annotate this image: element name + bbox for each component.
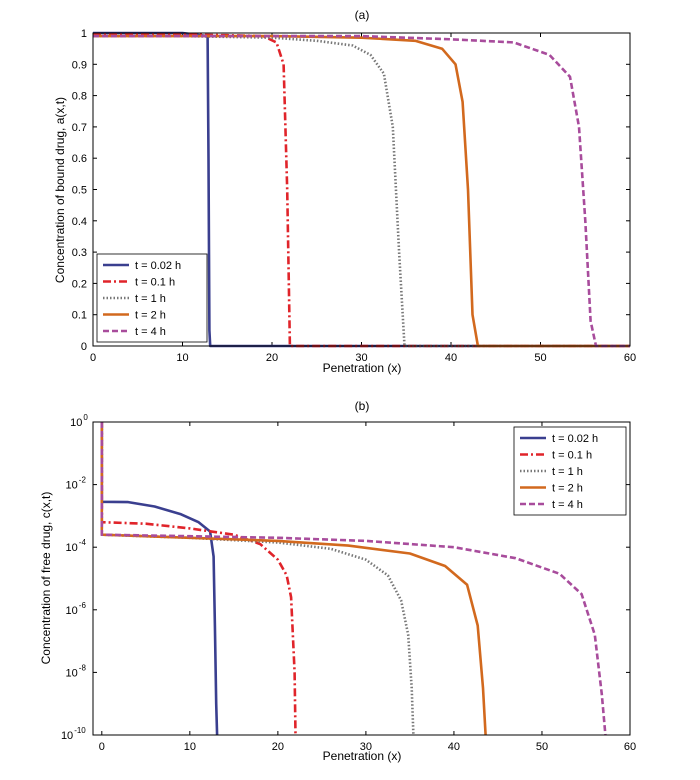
x-tick-label: 40 [448, 741, 460, 753]
legend-entry-5: t = 4 h [135, 326, 166, 338]
y-tick-base: 10 [66, 667, 78, 679]
y-tick-label: 0.4 [72, 216, 87, 228]
y-tick-label: 10-8 [66, 663, 87, 679]
legend-entry-5: t = 4 h [552, 499, 583, 511]
panel-a-axes-box [92, 32, 631, 347]
y-tick-label: 0.7 [72, 122, 87, 134]
y-tick-exponent: 0 [83, 413, 88, 422]
panel-b-axes-box [92, 421, 631, 736]
panel-a-ticks: 0 10 20 30 40 50 60 0 0.1 0.2 0.3 0.4 0.5 0.6 0.7 0.8 0.… [72, 28, 636, 364]
panel-a-xlabel: Penetration (x) [323, 361, 402, 375]
panel-b-ylabel: Concentration of free drug, c(x,t) [39, 492, 53, 665]
legend-entry-4: t = 2 h [552, 483, 583, 495]
x-tick-label: 60 [624, 352, 636, 364]
y-tick-label: 10-6 [66, 601, 87, 617]
legend-box [513, 426, 627, 516]
y-tick-label: 10-2 [66, 476, 87, 492]
legend-box [96, 253, 208, 343]
y-tick-base: 10 [70, 417, 82, 429]
panel-a-ylabel: Concentration of bound drug, a(x,t) [53, 97, 67, 283]
panel-a-legend: t = 0.02 h t = 0.1 h t = 1 h t = 2 h t = 4 h [96, 253, 208, 343]
series-line-2 [93, 33, 630, 348]
x-tick-label: 10 [176, 352, 188, 364]
y-tick-label: 0.2 [72, 278, 87, 290]
legend-entry-1: t = 0.02 h [135, 260, 181, 272]
series-line-1 [100, 422, 219, 736]
x-tick-label: 20 [266, 352, 278, 364]
y-tick-label: 0.6 [72, 153, 87, 165]
y-tick-exponent: -10 [74, 726, 86, 735]
legend-entry-2: t = 0.1 h [552, 450, 592, 462]
panel-a-label: (a) [355, 8, 370, 22]
y-tick-label: 0.5 [72, 185, 87, 197]
panel-b-xlabel: Penetration (x) [323, 749, 402, 763]
x-tick-label: 0 [99, 741, 105, 753]
y-tick-label: 10-10 [61, 726, 86, 742]
y-tick-base: 10 [66, 480, 78, 492]
x-tick-label: 20 [272, 741, 284, 753]
x-tick-label: 0 [90, 352, 96, 364]
legend-entry-4: t = 2 h [135, 310, 166, 322]
panel-b-series [100, 422, 607, 736]
x-tick-label: 60 [624, 741, 636, 753]
x-tick-label: 50 [534, 352, 546, 364]
panel-b-legend: t = 0.02 h t = 0.1 h t = 1 h t = 2 h t = 4 h [513, 426, 627, 516]
x-tick-label: 30 [355, 352, 367, 364]
y-tick-exponent: -6 [79, 601, 87, 610]
series-line-5 [100, 422, 607, 736]
y-tick-base: 10 [66, 605, 78, 617]
y-tick-exponent: -8 [79, 663, 87, 672]
panel-b: (b) 0 10 20 30 40 50 6010010-210-410-610-810-1… [39, 399, 636, 763]
y-tick-label: 0 [81, 341, 87, 353]
x-tick-label: 50 [536, 741, 548, 753]
panel-b-label: (b) [355, 399, 370, 413]
series-line-4 [100, 422, 487, 736]
x-tick-label: 30 [360, 741, 372, 753]
legend-entry-3: t = 1 h [552, 466, 583, 478]
legend-entry-3: t = 1 h [135, 293, 166, 305]
y-tick-label: 0.8 [72, 91, 87, 103]
series-line-3 [100, 422, 415, 736]
series-line-3 [93, 34, 630, 348]
y-tick-base: 10 [61, 730, 73, 742]
y-tick-label: 0.9 [72, 59, 87, 71]
y-tick-base: 10 [66, 542, 78, 554]
series-line-5 [93, 34, 630, 348]
x-tick-label: 40 [445, 352, 457, 364]
series-line-2 [100, 422, 297, 736]
legend-entry-1: t = 0.02 h [552, 433, 598, 445]
y-tick-label: 0.1 [72, 310, 87, 322]
panel-a-series [93, 31, 630, 348]
y-tick-exponent: -4 [79, 538, 87, 547]
y-tick-label: 10-4 [66, 538, 87, 554]
x-tick-label: 10 [184, 741, 196, 753]
y-tick-label: 1 [81, 28, 87, 40]
y-tick-label: 100 [70, 413, 88, 429]
y-tick-exponent: -2 [79, 476, 87, 485]
legend-entry-2: t = 0.1 h [135, 277, 175, 289]
panel-a: (a) 0 10 20 30 40 50 6000.10.20.30.40.50.60.70… [53, 8, 636, 375]
y-tick-label: 0.3 [72, 247, 87, 259]
